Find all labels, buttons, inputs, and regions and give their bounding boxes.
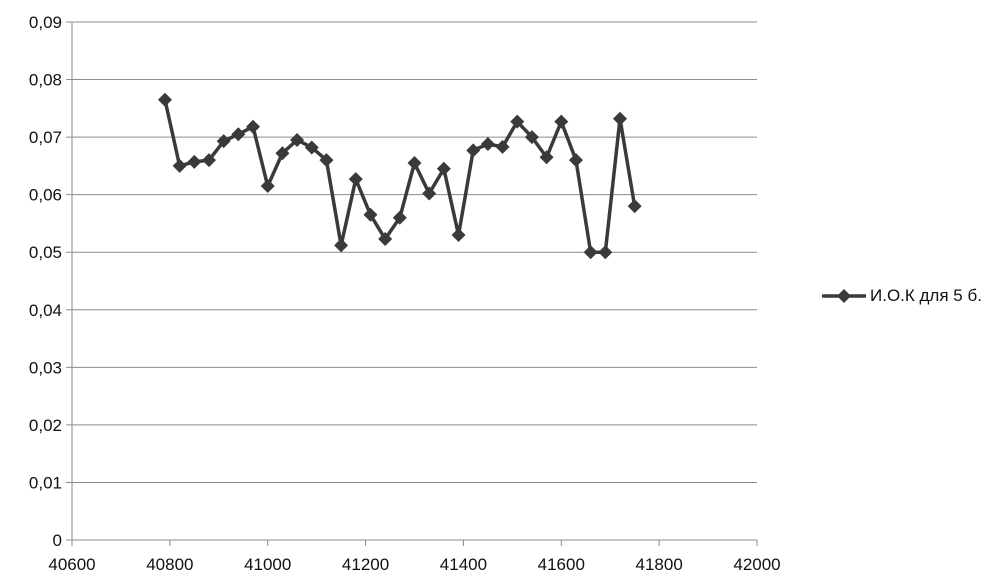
data-point-marker [348,172,363,187]
x-axis-ticks: 40600 40800 41000 41200 41400 41600 41800 42000 [48,540,781,574]
data-point-marker [290,132,305,147]
x-tick-label: 42000 [733,555,780,574]
data-point-marker [304,140,319,155]
data-point-marker [202,153,216,168]
x-tick-label: 41400 [440,555,487,574]
data-point-marker [466,143,481,158]
data-point-marker [495,139,510,154]
data-point-marker [172,158,187,173]
data-point-marker [187,154,202,169]
x-tick-label: 41000 [244,555,291,574]
data-point-marker [627,199,642,214]
x-tick-label: 41600 [538,555,585,574]
data-point-marker [510,114,525,129]
y-axis-ticks: 0 0,01 0,02 0,03 0,04 0,05 0,06 0,07 0,08 0,09 [29,13,72,550]
y-tick-label: 0,04 [29,301,62,320]
data-point-marker [480,137,495,152]
x-tick-label: 41800 [636,555,683,574]
data-point-marker [319,153,334,168]
y-tick-label: 0,07 [29,128,62,147]
series-layer [157,92,642,260]
y-tick-label: 0,05 [29,243,62,262]
data-point-marker [436,161,451,176]
y-tick-label: 0,06 [29,186,62,205]
x-tick-label: 41200 [342,555,389,574]
legend-label: И.О.К для 5 б. [870,286,982,305]
data-point-marker [422,186,437,201]
y-tick-label: 0 [53,531,62,550]
data-point-marker [334,238,349,253]
x-tick-label: 40600 [48,555,95,574]
y-tick-label: 0,01 [29,473,62,492]
data-point-marker [583,245,598,260]
grid-lines [72,21,757,483]
data-point-marker [246,119,261,134]
data-point-marker [216,134,231,149]
data-point-marker [260,179,275,194]
y-tick-label: 0,09 [29,13,62,32]
data-point-marker [613,111,627,126]
y-tick-label: 0,08 [29,71,62,90]
data-point-marker [363,207,378,222]
x-tick-label: 40800 [146,555,193,574]
data-point-marker [451,227,466,242]
legend-marker-icon [822,289,866,303]
data-point-marker [157,92,172,107]
legend-line-icon [820,286,868,306]
axes [71,22,757,541]
data-point-marker [554,114,569,129]
data-point-marker [407,156,422,171]
legend: И.О.К для 5 б. [820,286,982,306]
data-point-marker [275,146,290,161]
data-point-marker [392,210,407,225]
y-tick-label: 0,02 [29,416,62,435]
data-point-marker [539,150,554,165]
data-point-marker [568,153,583,168]
y-tick-label: 0,03 [29,358,62,377]
data-point-marker [231,127,246,142]
data-point-marker [598,245,613,260]
data-point-marker [378,231,393,246]
data-point-marker [524,130,539,145]
